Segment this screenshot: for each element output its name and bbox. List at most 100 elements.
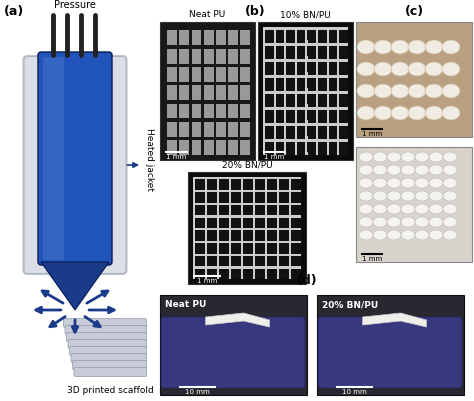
Bar	[267, 205, 277, 215]
Bar	[228, 122, 238, 137]
Bar	[279, 192, 287, 200]
Ellipse shape	[387, 204, 401, 214]
Bar	[328, 126, 336, 136]
Bar	[297, 126, 306, 139]
Bar	[188, 172, 306, 284]
Ellipse shape	[415, 191, 429, 201]
Bar	[275, 94, 283, 104]
Bar	[216, 140, 226, 155]
Bar	[276, 126, 284, 139]
Bar	[231, 230, 239, 239]
Bar	[180, 49, 189, 64]
Bar	[328, 110, 336, 120]
Bar	[231, 231, 241, 241]
Bar	[207, 218, 215, 226]
Bar	[219, 243, 227, 251]
Bar	[228, 49, 238, 64]
Bar	[291, 269, 299, 277]
Ellipse shape	[401, 152, 415, 162]
Bar	[255, 231, 265, 241]
Bar	[329, 126, 337, 139]
Bar	[231, 192, 241, 203]
Polygon shape	[363, 313, 427, 327]
Bar	[279, 192, 289, 203]
FancyBboxPatch shape	[65, 326, 146, 334]
Bar	[243, 269, 253, 279]
Bar	[255, 256, 263, 264]
Bar	[339, 62, 348, 75]
Bar	[297, 94, 303, 104]
Bar	[328, 142, 336, 152]
Text: 10% BN/PU: 10% BN/PU	[280, 10, 331, 19]
Bar	[286, 30, 295, 43]
Bar	[292, 218, 301, 228]
Bar	[291, 243, 299, 251]
Text: (a): (a)	[4, 5, 24, 18]
Bar	[339, 30, 346, 40]
Bar	[267, 256, 277, 266]
Ellipse shape	[408, 62, 426, 76]
Text: Heated jacket: Heated jacket	[145, 128, 154, 192]
Bar	[275, 126, 283, 136]
Ellipse shape	[359, 204, 373, 214]
Bar	[292, 179, 301, 190]
Text: 3D printed scaffold: 3D printed scaffold	[67, 386, 154, 395]
Bar	[308, 110, 316, 123]
Bar	[318, 78, 325, 88]
Ellipse shape	[442, 106, 460, 120]
Bar	[339, 142, 346, 152]
Bar	[318, 30, 327, 43]
Bar	[255, 243, 265, 253]
Bar	[276, 94, 284, 107]
Bar	[318, 62, 327, 75]
Ellipse shape	[401, 191, 415, 201]
Bar	[265, 78, 273, 91]
Bar	[339, 62, 346, 72]
Bar	[204, 67, 214, 82]
Bar	[275, 46, 283, 56]
Bar	[231, 269, 241, 279]
Ellipse shape	[415, 204, 429, 214]
Bar	[286, 62, 293, 72]
Bar	[267, 205, 275, 213]
Bar	[231, 269, 239, 277]
Ellipse shape	[425, 84, 443, 98]
Bar	[297, 94, 306, 107]
Ellipse shape	[373, 204, 387, 214]
Bar	[267, 179, 277, 190]
Bar	[318, 94, 327, 107]
Bar	[228, 85, 238, 100]
Bar	[243, 243, 251, 251]
Bar	[286, 62, 295, 75]
Ellipse shape	[425, 40, 443, 54]
Bar	[207, 243, 217, 253]
Text: (d): (d)	[297, 274, 317, 287]
Bar	[279, 205, 289, 215]
Bar	[255, 192, 265, 203]
Bar	[219, 179, 227, 187]
Bar	[276, 78, 284, 91]
Bar	[308, 78, 314, 88]
Bar	[279, 256, 289, 266]
Bar	[279, 231, 289, 241]
Bar	[219, 192, 229, 203]
Bar	[167, 122, 177, 137]
Bar	[297, 78, 306, 91]
Bar	[231, 192, 239, 200]
Bar	[255, 192, 263, 200]
Bar	[339, 78, 346, 88]
Ellipse shape	[401, 204, 415, 214]
Bar	[243, 205, 253, 215]
Bar	[191, 67, 201, 82]
Bar	[195, 256, 205, 266]
Bar	[267, 192, 277, 203]
Bar	[167, 140, 177, 155]
Bar	[219, 230, 227, 239]
Bar	[265, 126, 273, 139]
Bar	[167, 49, 177, 64]
Bar	[228, 30, 238, 45]
Text: Neat PU: Neat PU	[190, 10, 226, 19]
Bar	[279, 256, 287, 264]
Bar	[231, 179, 239, 187]
Bar	[231, 256, 239, 264]
